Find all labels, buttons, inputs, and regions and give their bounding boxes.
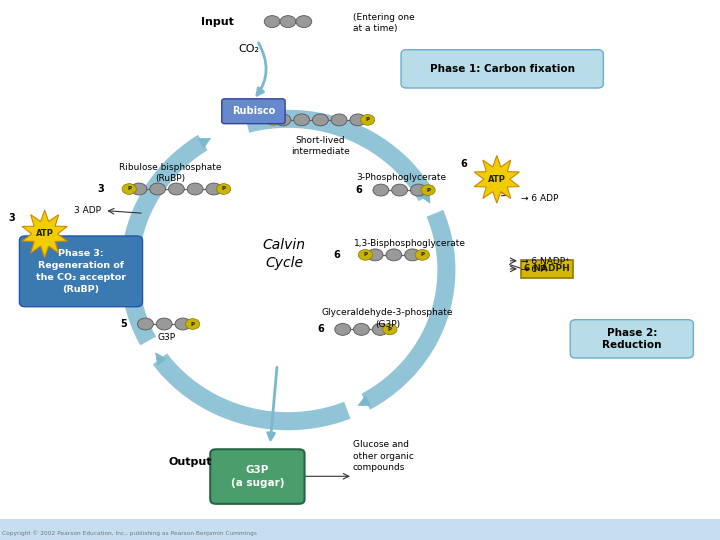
Circle shape bbox=[331, 114, 347, 126]
Circle shape bbox=[288, 471, 302, 482]
Circle shape bbox=[206, 183, 222, 195]
Circle shape bbox=[392, 184, 408, 196]
Polygon shape bbox=[474, 156, 519, 203]
Text: Phase 3:
Regeneration of
the CO₂ acceptor
(RuBP): Phase 3: Regeneration of the CO₂ accepto… bbox=[36, 248, 126, 294]
Circle shape bbox=[421, 185, 435, 195]
Text: 3: 3 bbox=[241, 115, 248, 125]
Polygon shape bbox=[22, 210, 67, 258]
FancyBboxPatch shape bbox=[521, 260, 573, 278]
Circle shape bbox=[217, 184, 230, 194]
Text: P: P bbox=[271, 117, 275, 123]
Circle shape bbox=[294, 114, 310, 126]
Text: (Entering one
at a time): (Entering one at a time) bbox=[353, 13, 415, 33]
Circle shape bbox=[350, 114, 366, 126]
Circle shape bbox=[359, 249, 372, 260]
Circle shape bbox=[373, 184, 389, 196]
Circle shape bbox=[386, 249, 402, 261]
Text: Output: Output bbox=[169, 457, 212, 467]
Text: 6: 6 bbox=[333, 250, 341, 260]
Text: CO₂: CO₂ bbox=[238, 44, 259, 53]
Text: 5: 5 bbox=[120, 319, 127, 329]
Text: 1: 1 bbox=[222, 471, 229, 481]
Text: 3: 3 bbox=[97, 184, 104, 194]
Text: P: P bbox=[366, 117, 369, 123]
Circle shape bbox=[122, 184, 136, 194]
Circle shape bbox=[175, 318, 191, 330]
Circle shape bbox=[264, 16, 280, 28]
FancyArrowPatch shape bbox=[268, 367, 277, 440]
Text: Phase 2:
Reduction: Phase 2: Reduction bbox=[602, 328, 662, 350]
Text: Short-lived
intermediate: Short-lived intermediate bbox=[291, 136, 350, 156]
Text: 3: 3 bbox=[9, 213, 15, 223]
Text: → 6 Pᵢ: → 6 Pᵢ bbox=[521, 266, 547, 274]
Text: ATP: ATP bbox=[488, 175, 505, 184]
Text: P: P bbox=[420, 252, 424, 258]
Circle shape bbox=[240, 470, 256, 482]
Text: ATP: ATP bbox=[36, 230, 53, 238]
Text: P: P bbox=[388, 327, 392, 332]
Text: Glyceraldehyde-3-phosphate
(G3P): Glyceraldehyde-3-phosphate (G3P) bbox=[322, 308, 453, 329]
Circle shape bbox=[186, 319, 199, 329]
Text: 6 NADPH: 6 NADPH bbox=[524, 265, 570, 273]
Text: → 6 NADP⁺: → 6 NADP⁺ bbox=[521, 257, 570, 266]
Circle shape bbox=[354, 323, 369, 335]
Circle shape bbox=[275, 114, 291, 126]
Text: Calvin
Cycle: Calvin Cycle bbox=[263, 238, 306, 269]
Circle shape bbox=[415, 249, 429, 260]
Text: 3-Phosphoglycerate: 3-Phosphoglycerate bbox=[356, 173, 447, 181]
Text: Ribulose bisphosphate
(RuBP): Ribulose bisphosphate (RuBP) bbox=[120, 163, 222, 183]
Circle shape bbox=[258, 470, 274, 482]
FancyBboxPatch shape bbox=[570, 320, 693, 358]
Circle shape bbox=[383, 324, 397, 335]
Text: P: P bbox=[364, 252, 367, 258]
FancyBboxPatch shape bbox=[19, 236, 143, 307]
Text: G3P: G3P bbox=[158, 333, 176, 342]
Text: P: P bbox=[222, 186, 225, 192]
Circle shape bbox=[312, 114, 328, 126]
Text: Glucose and
other organic
compounds: Glucose and other organic compounds bbox=[353, 440, 414, 472]
Bar bbox=[0, 519, 720, 540]
Circle shape bbox=[138, 318, 153, 330]
Circle shape bbox=[150, 183, 166, 195]
Circle shape bbox=[168, 183, 184, 195]
Text: P: P bbox=[127, 186, 131, 192]
Text: → 6 ADP: → 6 ADP bbox=[521, 194, 559, 203]
Text: P: P bbox=[426, 187, 430, 193]
Circle shape bbox=[372, 323, 388, 335]
Circle shape bbox=[335, 323, 351, 335]
Circle shape bbox=[187, 183, 203, 195]
Text: 6: 6 bbox=[318, 325, 324, 334]
Text: G3P
(a sugar): G3P (a sugar) bbox=[230, 465, 284, 488]
Text: 3 ADP: 3 ADP bbox=[74, 206, 101, 215]
Text: P: P bbox=[191, 321, 194, 327]
Text: 6: 6 bbox=[356, 185, 362, 195]
Circle shape bbox=[156, 318, 172, 330]
Circle shape bbox=[405, 249, 420, 261]
FancyBboxPatch shape bbox=[401, 50, 603, 88]
Circle shape bbox=[410, 184, 426, 196]
Text: 6: 6 bbox=[461, 159, 467, 168]
Text: Phase 1: Carbon fixation: Phase 1: Carbon fixation bbox=[430, 64, 575, 74]
Circle shape bbox=[131, 183, 147, 195]
Circle shape bbox=[367, 249, 383, 261]
FancyBboxPatch shape bbox=[210, 449, 305, 504]
Text: Rubisco: Rubisco bbox=[232, 106, 275, 116]
Text: P: P bbox=[293, 474, 297, 479]
FancyBboxPatch shape bbox=[222, 99, 285, 124]
Circle shape bbox=[361, 114, 374, 125]
Text: Input: Input bbox=[201, 17, 234, 26]
Circle shape bbox=[296, 16, 312, 28]
Circle shape bbox=[266, 114, 280, 125]
Circle shape bbox=[277, 470, 293, 482]
Text: Copyright © 2002 Pearson Education, Inc., publishing as Pearson Benjamin Cumming: Copyright © 2002 Pearson Education, Inc.… bbox=[2, 531, 257, 536]
Circle shape bbox=[280, 16, 296, 28]
Text: 1,3-Bisphosphoglycerate: 1,3-Bisphosphoglycerate bbox=[354, 239, 467, 247]
FancyArrowPatch shape bbox=[257, 43, 266, 95]
